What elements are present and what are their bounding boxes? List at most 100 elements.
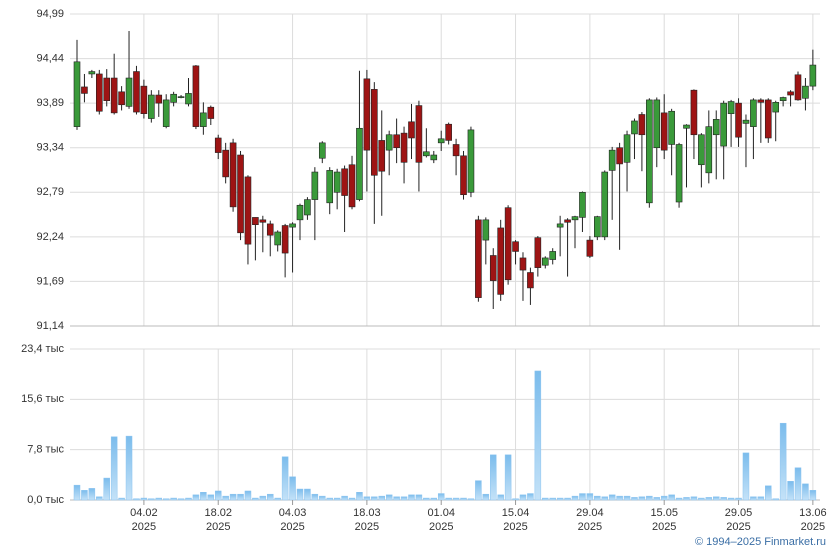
candle-body <box>259 219 267 223</box>
candle-body <box>489 255 497 281</box>
volume-bar <box>809 490 817 501</box>
volume-bar <box>363 496 371 501</box>
y-tick-label: 7,8 тыс <box>27 444 64 456</box>
candle-body <box>564 219 571 223</box>
x-tick-date: 15.05 <box>650 507 678 519</box>
volume-bar <box>504 454 512 501</box>
volume-bar <box>229 493 237 501</box>
candle-body <box>430 154 438 161</box>
volume-bar <box>296 488 304 501</box>
volume-bar <box>274 497 281 501</box>
candle-body <box>200 112 207 127</box>
candle-body <box>393 134 400 149</box>
candle-body <box>794 74 802 101</box>
volume-bar <box>631 497 638 501</box>
candle-body <box>750 99 757 127</box>
candle-body <box>504 207 512 281</box>
candle-body <box>653 99 661 149</box>
volume-bar <box>720 497 727 501</box>
volume-bar <box>735 497 742 501</box>
x-tick-year: 2025 <box>578 521 602 533</box>
candle-body <box>140 85 148 114</box>
candle-body <box>162 99 170 127</box>
candle-body <box>133 71 140 113</box>
candle-body <box>482 219 490 241</box>
volume-bar <box>519 494 527 501</box>
volume-bar <box>162 498 170 501</box>
volume-bar <box>534 370 542 501</box>
volume-bar <box>497 494 504 501</box>
volume-bar <box>103 477 110 501</box>
candle-body <box>229 142 237 208</box>
candle-body <box>616 147 623 165</box>
candle-body <box>787 91 794 96</box>
candle-body <box>802 85 809 99</box>
volume-bar <box>252 497 259 501</box>
x-tick-year: 2025 <box>652 521 676 533</box>
candle-body <box>333 171 341 193</box>
volume-bar <box>148 498 155 501</box>
volume-bar <box>356 492 363 501</box>
candle-body <box>512 241 519 252</box>
candle-body <box>81 86 88 94</box>
volume-bar <box>437 493 445 501</box>
volume-bar <box>527 493 534 501</box>
volume-bar <box>73 484 81 501</box>
y-tick-label: 23,4 тыс <box>21 343 64 355</box>
candle-body <box>638 114 646 136</box>
candle-body <box>378 140 386 172</box>
candle-body <box>281 225 289 254</box>
volume-bar <box>400 496 408 501</box>
candle-body <box>110 77 118 114</box>
volume-bar <box>660 495 668 501</box>
candle-body <box>735 102 742 138</box>
volume-bar <box>690 496 698 501</box>
volume-bar <box>140 497 148 501</box>
candle-body <box>586 239 594 257</box>
candle-body <box>772 102 780 113</box>
volume-bar <box>319 495 326 501</box>
volume-bar <box>214 490 222 501</box>
candle-body <box>170 93 177 103</box>
volume-bar <box>408 494 415 501</box>
volume-bar <box>757 496 765 501</box>
volume-bar <box>259 495 267 501</box>
volume-bar <box>802 483 809 501</box>
volume-bar <box>571 495 579 501</box>
y-tick-label: 15,6 тыс <box>21 393 64 405</box>
volume-bar <box>646 495 653 501</box>
x-tick-year: 2025 <box>132 521 156 533</box>
candle-body <box>705 126 713 174</box>
candle-body <box>497 227 504 295</box>
x-tick-date: 01.04 <box>427 507 455 519</box>
candle-body <box>244 176 252 245</box>
volume-bar <box>155 497 163 501</box>
x-tick-date: 15.04 <box>502 507 530 519</box>
volume-bar <box>326 497 333 501</box>
volume-bar <box>556 497 564 501</box>
volume-bar <box>616 495 623 501</box>
y-tick-label: 91,14 <box>36 320 64 332</box>
candle-body <box>125 77 133 107</box>
candle-body <box>363 78 371 151</box>
x-tick-date: 13.06 <box>799 507 827 519</box>
volume-bar <box>333 497 341 501</box>
candle-body <box>720 102 727 147</box>
volume-bar <box>125 435 133 501</box>
volume-bar <box>267 493 274 501</box>
candle-body <box>534 237 542 268</box>
x-tick-date: 04.02 <box>130 507 158 519</box>
volume-bar <box>88 488 96 501</box>
volume-bar <box>311 493 319 501</box>
candle-body <box>571 216 579 221</box>
volume-bar <box>675 497 683 501</box>
candle-body <box>742 119 750 124</box>
candle-body <box>698 134 705 166</box>
candle-body <box>660 112 668 151</box>
volume-bar <box>445 497 452 501</box>
candle-body <box>274 231 281 246</box>
candle-body <box>437 138 445 144</box>
candle-body <box>192 65 200 127</box>
volume-bar <box>683 497 690 501</box>
